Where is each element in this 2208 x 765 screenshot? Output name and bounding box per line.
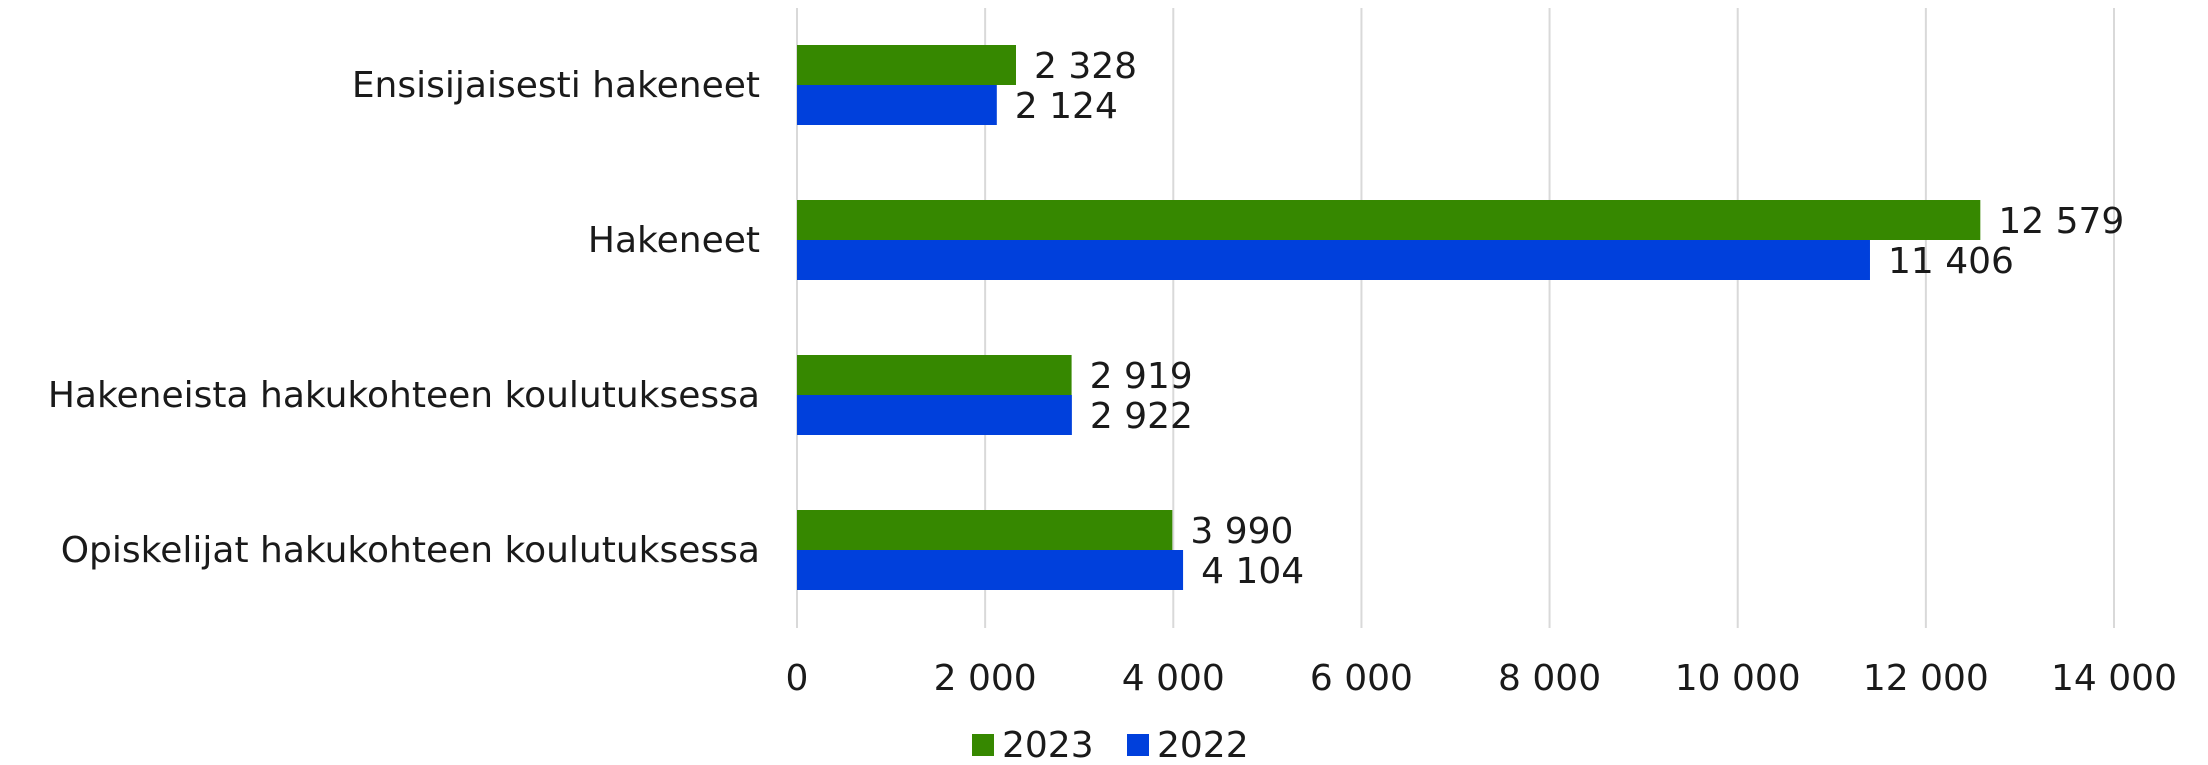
x-axis-ticks: 0 2 000 4 000 6 000 8 000 10 000 12 000 14 000: [786, 658, 2177, 699]
data-label: 12 579: [1998, 201, 2124, 242]
bar: [797, 395, 1072, 435]
legend-swatch: [972, 734, 994, 756]
data-label: 4 104: [1201, 551, 1304, 592]
x-tick-label: 4 000: [1122, 658, 1225, 699]
category-labels: Ensisijaisesti hakeneet Hakeneet Hakeneist…: [48, 65, 760, 571]
data-label: 2 328: [1034, 46, 1137, 87]
bars: [797, 45, 1981, 590]
legend-label: 2022: [1157, 725, 1249, 761]
x-tick-label: 10 000: [1675, 658, 1801, 699]
data-label: 2 919: [1090, 356, 1193, 397]
data-label: 2 124: [1015, 86, 1118, 127]
x-tick-label: 2 000: [934, 658, 1037, 699]
legend-label: 2023: [1002, 725, 1094, 761]
bar: [797, 240, 1870, 280]
bar: [797, 85, 997, 125]
x-tick-label: 14 000: [2051, 658, 2177, 699]
bar: [797, 355, 1072, 395]
data-label: 2 922: [1090, 396, 1193, 437]
x-tick-label: 12 000: [1863, 658, 1989, 699]
bar: [797, 510, 1173, 550]
data-label: 3 990: [1190, 511, 1293, 552]
bar: [797, 45, 1016, 85]
category-label: Opiskelijat hakukohteen koulutuksessa: [61, 530, 760, 571]
legend: 2023 2022: [972, 725, 1249, 765]
legend-swatch: [1127, 734, 1149, 756]
data-label: 11 406: [1888, 241, 2014, 282]
bar: [797, 550, 1184, 590]
bar: [797, 200, 1981, 240]
x-tick-label: 8 000: [1498, 658, 1601, 699]
category-label: Hakeneista hakukohteen koulutuksessa: [48, 375, 760, 416]
x-tick-label: 6 000: [1310, 658, 1413, 699]
x-tick-label: 0: [786, 658, 809, 699]
category-label: Hakeneet: [588, 220, 760, 261]
category-label: Ensisijaisesti hakeneet: [352, 65, 760, 106]
